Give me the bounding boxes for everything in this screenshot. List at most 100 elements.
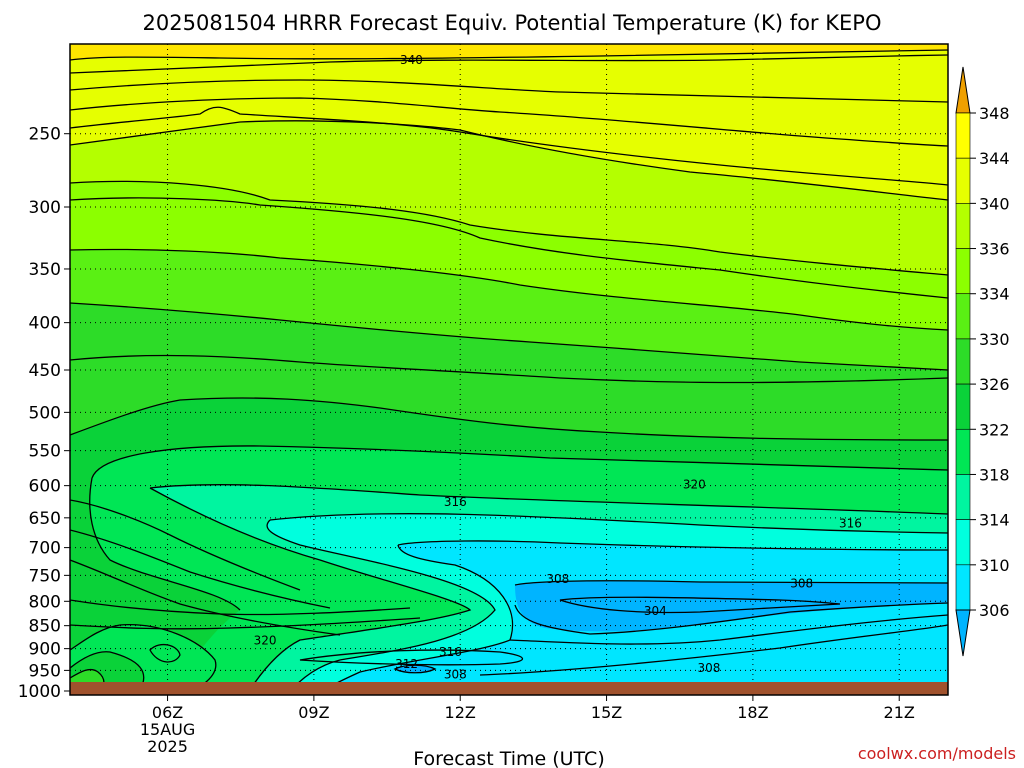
credit-link[interactable]: coolwx.com/models xyxy=(858,744,1016,763)
contour-line xyxy=(314,544,514,695)
y-tick-label: 650 xyxy=(29,509,61,529)
colorbar-segment xyxy=(955,519,971,566)
y-tick-label: 750 xyxy=(29,566,61,586)
contour-line xyxy=(559,596,841,614)
contour-label: 320 xyxy=(683,477,706,491)
x-tick-label: 15Z xyxy=(591,703,622,722)
colorbar-label: 334 xyxy=(979,285,1010,304)
contour-label: 308 xyxy=(444,668,467,682)
x-tick-label: 18Z xyxy=(737,703,768,722)
x-axis-title: Forecast Time (UTC) xyxy=(413,748,604,768)
contour-line xyxy=(70,617,421,630)
chart-title: 2025081504 HRRR Forecast Equiv. Potentia… xyxy=(143,11,882,35)
x-date-label: 15AUG xyxy=(140,720,195,739)
contour-line xyxy=(70,397,948,441)
colorbar-segment xyxy=(955,157,971,204)
contour-line xyxy=(70,624,217,695)
y-tick-label: 350 xyxy=(29,260,61,280)
contour-line xyxy=(70,499,301,591)
contour-line xyxy=(70,248,948,331)
colorbar-label: 336 xyxy=(979,240,1010,259)
y-tick-label: 800 xyxy=(29,592,61,612)
y-tick-label: 850 xyxy=(29,617,61,637)
colorbar-segment xyxy=(955,112,971,159)
contour-line xyxy=(70,79,948,103)
x-date-label: 2025 xyxy=(147,737,188,756)
y-tick-label: 700 xyxy=(29,539,61,559)
contour-line xyxy=(393,664,437,674)
contour-label: 312 xyxy=(395,657,418,671)
contour-label: 304 xyxy=(644,604,667,618)
y-tick-label: 500 xyxy=(29,403,61,423)
contour-line xyxy=(149,487,472,695)
contour-line xyxy=(266,519,496,695)
colorbar-segment xyxy=(955,428,971,475)
colorbar-label: 330 xyxy=(979,330,1010,349)
contour-label: 308 xyxy=(546,572,569,586)
contour-line xyxy=(70,54,948,74)
contour-line xyxy=(149,643,181,663)
colorbar-arrow-bottom xyxy=(955,609,971,657)
colorbar-label: 318 xyxy=(979,465,1010,484)
y-tick-label: 450 xyxy=(29,361,61,381)
colorbar-label: 322 xyxy=(979,420,1010,439)
x-tick-label: 09Z xyxy=(298,703,329,722)
contour-labels: 340 320 316 316 308 308 304 320 316 312 308 308 xyxy=(254,53,862,682)
contour-label: 340 xyxy=(400,53,423,67)
y-tick-label: 1000 xyxy=(18,682,61,702)
y-tick-label: 300 xyxy=(29,198,61,218)
colorbar-segment xyxy=(955,383,971,430)
contour-label: 316 xyxy=(444,495,467,509)
contour-line xyxy=(70,559,341,636)
contour-line xyxy=(149,484,948,515)
contour-line xyxy=(70,529,331,609)
plot-area: 340 320 316 316 308 308 304 320 316 312 308 308 xyxy=(70,44,948,695)
contour-line xyxy=(70,599,411,616)
contour-label: 316 xyxy=(839,516,862,530)
band-302 xyxy=(515,580,948,632)
y-tick-label: 550 xyxy=(29,442,61,462)
contour-line xyxy=(514,580,948,586)
y-tick-label: 400 xyxy=(29,314,61,334)
y-tick-label: 950 xyxy=(29,661,61,681)
contour-line xyxy=(91,445,948,479)
contour-line xyxy=(70,106,948,186)
colorbar-arrow-top xyxy=(955,66,971,114)
contour-line xyxy=(89,477,241,611)
x-tick-label: 06Z xyxy=(152,703,183,722)
colorbar-label: 348 xyxy=(979,104,1010,123)
colorbar-segment xyxy=(955,338,971,385)
colorbar-segment xyxy=(955,203,971,249)
colorbar-label: 326 xyxy=(979,375,1010,394)
band-344 xyxy=(70,44,948,60)
contour-line xyxy=(70,180,948,276)
colorbar-segment xyxy=(955,293,971,340)
colorbar-segment xyxy=(955,564,971,611)
y-tick-label: 600 xyxy=(29,477,61,497)
x-tick-label: 12Z xyxy=(445,703,476,722)
contour-line xyxy=(479,624,948,676)
colorbar-label: 314 xyxy=(979,511,1010,530)
contour-line xyxy=(70,302,948,371)
contour-line xyxy=(70,120,948,201)
colorbar-segment xyxy=(955,474,971,520)
colorbar-label: 344 xyxy=(979,149,1010,168)
colorbar-label: 340 xyxy=(979,194,1010,213)
contour-lines xyxy=(70,49,948,695)
contour-line xyxy=(70,97,948,147)
contour-line xyxy=(70,651,145,691)
y-tick-label: 250 xyxy=(29,125,61,145)
colorbar-label: 310 xyxy=(979,556,1010,575)
contour-line xyxy=(269,513,948,534)
colorbar-segment xyxy=(955,248,971,295)
contour-label: 320 xyxy=(254,634,277,648)
grid-lines xyxy=(70,44,948,695)
contour-line xyxy=(70,197,948,299)
contour-line xyxy=(299,649,523,666)
contour-line xyxy=(70,49,948,61)
ground-strip xyxy=(70,682,948,695)
contour-line xyxy=(397,540,948,551)
contour-label: 316 xyxy=(439,645,462,659)
